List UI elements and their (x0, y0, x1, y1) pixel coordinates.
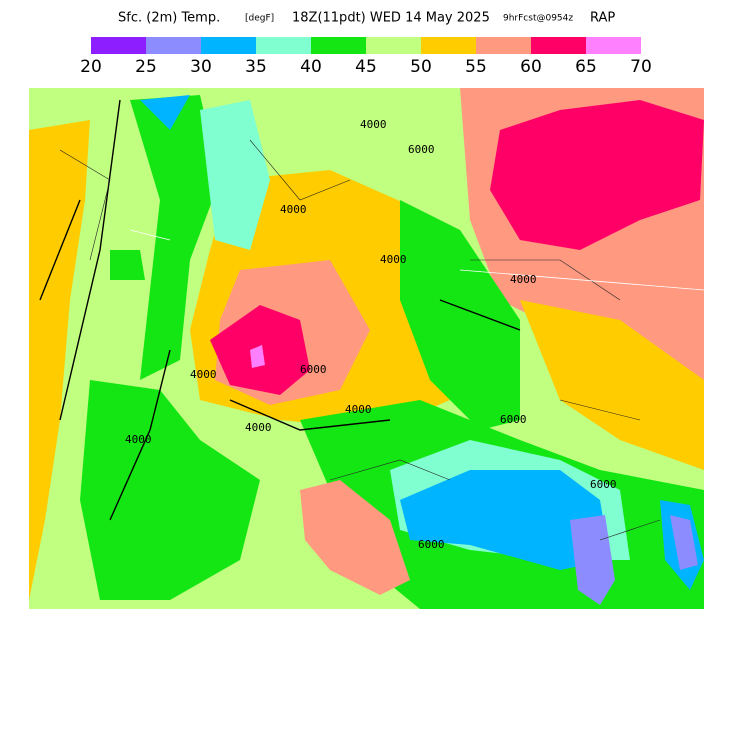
region (400, 470, 610, 570)
colorbar-swatch (256, 37, 311, 54)
colorbar-label: 60 (520, 57, 542, 77)
region (250, 345, 265, 368)
region (80, 380, 260, 600)
colorbar-swatch (91, 37, 146, 54)
contour-label: 4000 (510, 273, 537, 286)
contour-label: 6000 (500, 413, 527, 426)
contour-label: 4000 (360, 118, 387, 131)
contour-label: 6000 (590, 478, 617, 491)
contour-label: 4000 (280, 203, 307, 216)
contour-label: 6000 (300, 363, 327, 376)
region (570, 515, 615, 605)
colorbar-label: 45 (355, 57, 377, 77)
title-forecast: 9hrFcst@0954z (503, 14, 573, 24)
colorbar-label: 70 (630, 57, 652, 77)
colorbar-label: 30 (190, 57, 212, 77)
region (110, 250, 145, 280)
title: Sfc. (2m) Temp. [degF] 18Z(11pdt) WED 14… (118, 11, 615, 26)
region (300, 480, 410, 595)
region (29, 120, 90, 600)
contour-label: 6000 (408, 143, 435, 156)
colorbar: 20 25 30 35 40 45 50 55 60 65 70 (80, 37, 652, 77)
colorbar-label: 50 (410, 57, 432, 77)
colorbar-swatch (421, 37, 476, 54)
region (400, 200, 520, 430)
contour (59, 139, 661, 541)
title-model: RAP (590, 11, 615, 26)
contour-label: 4000 (345, 403, 372, 416)
colorbar-swatch (366, 37, 421, 54)
border (129, 229, 704, 291)
region (490, 100, 704, 250)
colorbar-label: 35 (245, 57, 267, 77)
title-units: [degF] (245, 14, 274, 24)
colorbar-swatch (201, 37, 256, 54)
contour-label: 4000 (245, 421, 272, 434)
region (140, 95, 190, 130)
contour-label: 4000 (190, 368, 217, 381)
colorbar-swatch (146, 37, 201, 54)
title-valid: 18Z(11pdt) WED 14 May 2025 (292, 11, 490, 26)
region (200, 100, 270, 250)
colorbar-label: 55 (465, 57, 487, 77)
contour (39, 99, 521, 521)
contour-label: 4000 (380, 253, 407, 266)
colorbar-swatch (476, 37, 531, 54)
colorbar-label: 40 (300, 57, 322, 77)
map: 4000 6000 4000 4000 4000 4000 6000 4000 … (29, 88, 704, 609)
colorbar-label: 25 (135, 57, 157, 77)
contour-label: 4000 (125, 433, 152, 446)
colorbar-swatch (586, 37, 641, 54)
colorbar-swatch (311, 37, 366, 54)
colorbar-swatch (531, 37, 586, 54)
region (520, 300, 704, 470)
colorbar-label: 65 (575, 57, 597, 77)
region (130, 95, 220, 380)
colorbar-label: 20 (80, 57, 102, 77)
contour-label: 6000 (418, 538, 445, 551)
region (670, 515, 698, 570)
title-field: Sfc. (2m) Temp. (118, 11, 220, 26)
